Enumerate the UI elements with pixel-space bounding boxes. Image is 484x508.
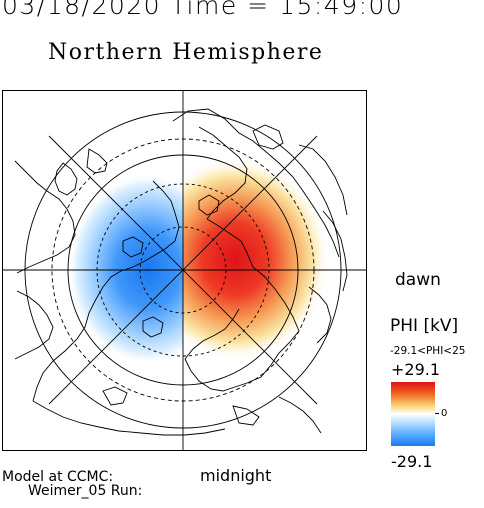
colorbar-zero-label: 0 bbox=[441, 408, 448, 419]
negative-potential-cell bbox=[68, 174, 183, 364]
colorbar-max-label: +29.1 bbox=[391, 360, 441, 379]
map-grid bbox=[3, 91, 366, 450]
polar-map bbox=[2, 90, 367, 451]
polar-map-svg bbox=[3, 91, 366, 450]
colorbar-min-label: -29.1 bbox=[391, 452, 433, 471]
coastlines bbox=[14, 108, 348, 436]
colorbar-zero-tick bbox=[435, 413, 439, 414]
hemisphere-title: Northern Hemisphere bbox=[48, 40, 324, 65]
colorbar-title: PHI [kV] bbox=[390, 316, 459, 336]
model-line: Model at CCMC: bbox=[2, 469, 114, 485]
colorbar bbox=[391, 382, 435, 446]
dawn-label: dawn bbox=[395, 270, 441, 290]
midnight-label: midnight bbox=[200, 466, 272, 485]
colorbar-range: -29.1<PHI<25 bbox=[390, 345, 466, 357]
run-line: Weimer_05 Run: bbox=[28, 483, 143, 499]
datetime-header: 03/18/2020 Time = 15:49:00 bbox=[2, 0, 404, 20]
positive-potential-cell bbox=[183, 157, 330, 361]
